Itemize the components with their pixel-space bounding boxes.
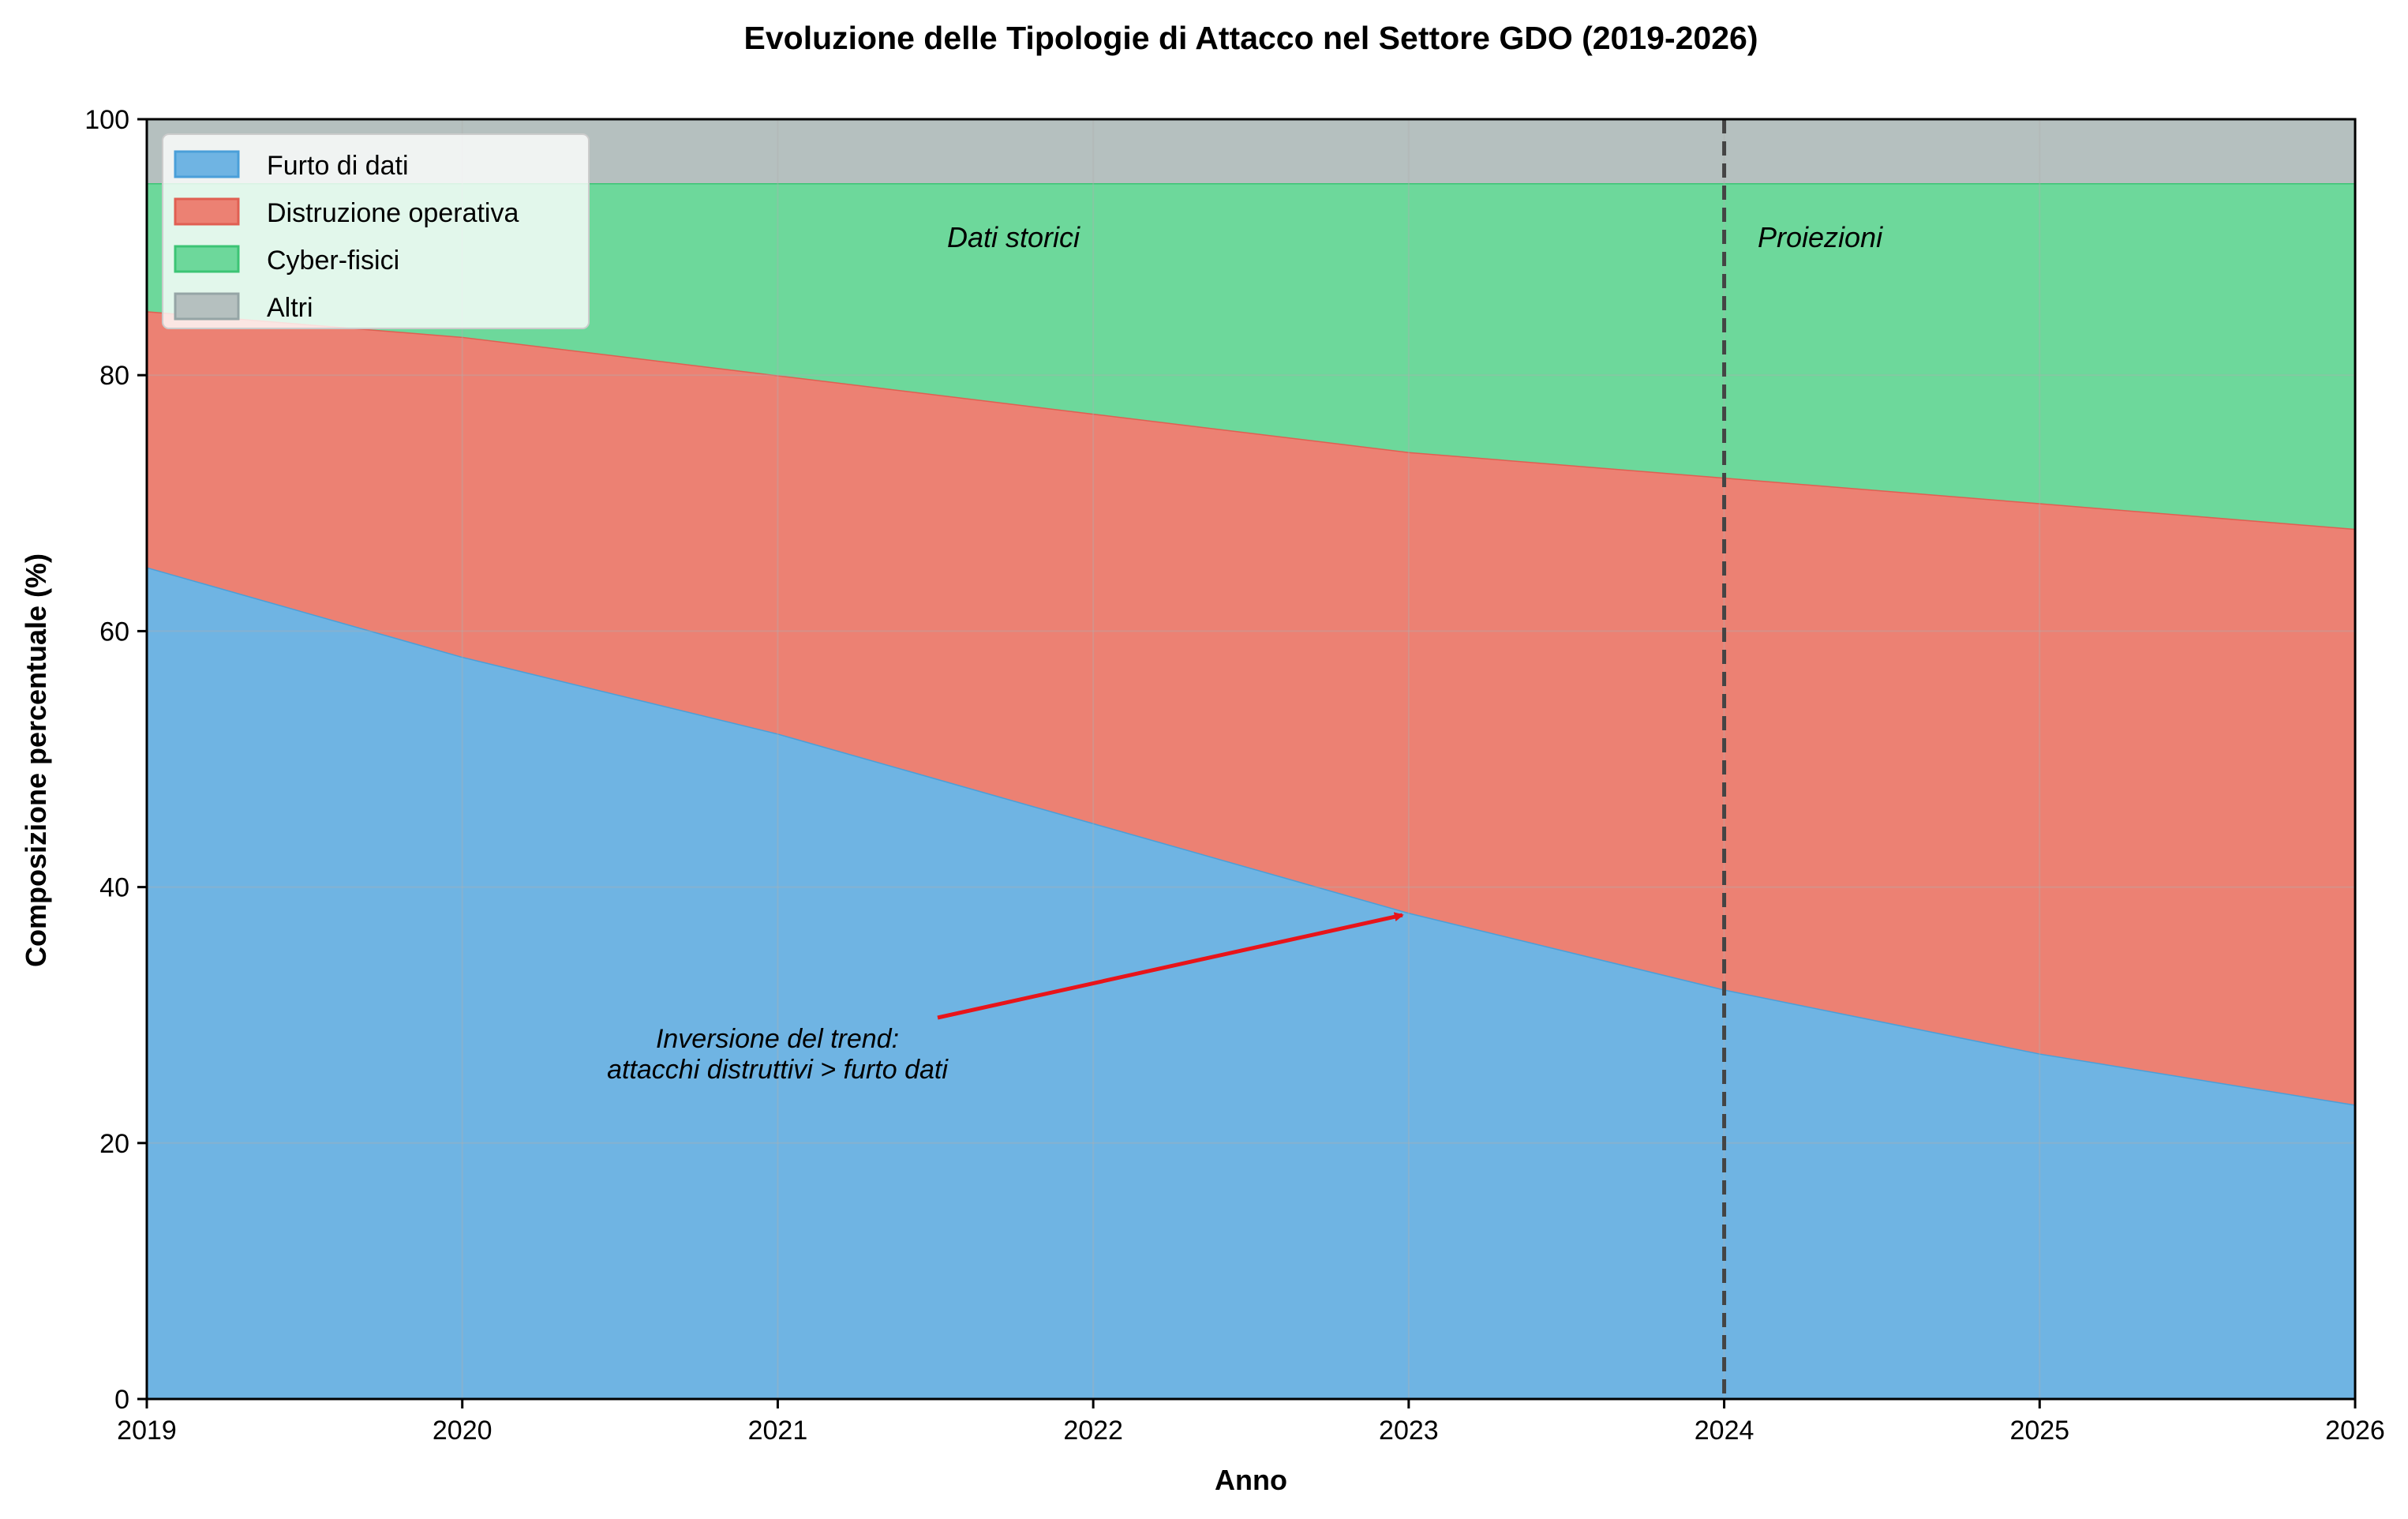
- area-layer: [146, 118, 2356, 1399]
- legend-box: [162, 133, 590, 329]
- x-tick-label: 2022: [1063, 1416, 1123, 1446]
- annotation: Inversione del trend: attacchi distrutti…: [607, 912, 1404, 1085]
- x-axis-label: Anno: [1215, 1464, 1287, 1496]
- region-label-projections: Proiezioni: [1758, 221, 1883, 253]
- y-tick-label: 20: [99, 1129, 129, 1159]
- axes-frame: [145, 118, 2357, 1401]
- x-tick-label: 2020: [433, 1416, 492, 1446]
- ticks-layer: 2019 2020 2021 2022 2023 2024 2025 2026 0 20 40 60 8…: [84, 105, 2385, 1446]
- y-axis-label: Composizione percentuale (%): [20, 553, 52, 967]
- legend-label-cyber-fisici: Cyber-fisici: [267, 246, 399, 276]
- annotation-arrow: [937, 912, 1404, 1020]
- region-label-historical: Dati storici: [947, 221, 1080, 253]
- area-cyber-fisici: [147, 183, 2355, 529]
- annotation-text-line1: Inversione del trend:: [656, 1024, 899, 1054]
- area-furto-di-dati: [147, 567, 2355, 1399]
- legend-swatch-distruzione-operativa: [174, 197, 240, 226]
- x-tick-label: 2023: [1379, 1416, 1439, 1446]
- legend-swatch-furto-di-dati: [174, 150, 240, 178]
- x-tick-label: 2025: [2009, 1416, 2069, 1446]
- y-tick-label: 40: [99, 873, 129, 903]
- legend-label-furto-di-dati: Furto di dati: [267, 151, 409, 181]
- x-tick-label: 2019: [117, 1416, 177, 1446]
- legend-swatch-cyber-fisici: [174, 245, 240, 273]
- legend-label-altri: Altri: [267, 293, 313, 323]
- y-tick-label: 80: [99, 361, 129, 391]
- y-tick-label: 100: [84, 105, 129, 135]
- area-distruzione-operativa: [147, 311, 2355, 1105]
- y-tick-label: 60: [99, 617, 129, 647]
- legend: Furto di dati Distruzione operativa Cyber-…: [162, 133, 590, 329]
- y-tick-label: 0: [114, 1385, 129, 1415]
- x-tick-label: 2024: [1695, 1416, 1755, 1446]
- x-tick-label: 2026: [2325, 1416, 2385, 1446]
- legend-label-distruzione-operativa: Distruzione operativa: [267, 198, 519, 228]
- area-altri: [147, 119, 2355, 184]
- x-tick-label: 2021: [748, 1416, 808, 1446]
- plot-frame: [145, 118, 2357, 1401]
- chart-title: Evoluzione delle Tipologie di Attacco ne…: [744, 20, 1758, 56]
- legend-swatch-altri: [174, 292, 240, 321]
- annotation-text-line2: attacchi distruttivi > furto dati: [607, 1055, 949, 1085]
